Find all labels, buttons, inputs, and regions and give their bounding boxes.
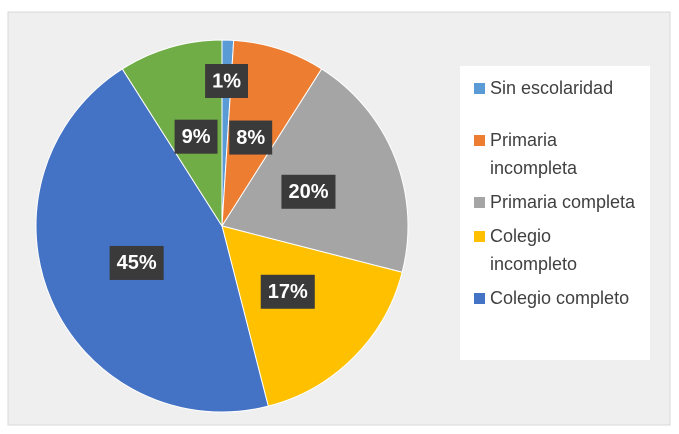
pie-slice — [121, 39, 223, 228]
data-label-box — [229, 120, 273, 155]
data-label-box — [205, 63, 249, 98]
legend-label: Colegio completo — [490, 288, 630, 308]
legend-label: Sin escolaridad — [490, 78, 614, 98]
legend-swatch — [474, 197, 485, 208]
data-label: 20% — [288, 181, 328, 203]
legend-entry: Primaria completa — [460, 188, 640, 216]
legend: Sin escolaridad Primaria incompleta Primar… — [460, 66, 650, 360]
pie-slice — [221, 225, 403, 407]
legend-entry: Colegio completo — [460, 284, 640, 312]
data-label: 8% — [236, 127, 265, 149]
legend-swatch — [474, 83, 485, 94]
pie-slice — [35, 68, 269, 413]
legend-entry: Colegio incompleto — [460, 222, 640, 278]
data-label-box — [174, 119, 218, 154]
data-label: 9% — [182, 126, 211, 148]
legend-label: Colegio incompleto — [490, 226, 578, 274]
legend-swatch — [474, 135, 485, 146]
legend-entry: Sin escolaridad — [460, 74, 640, 102]
data-label-box — [260, 274, 315, 309]
data-label: 17% — [268, 281, 308, 303]
pie-slice — [221, 68, 409, 273]
data-label: 45% — [117, 252, 157, 274]
legend-label: Primaria completa — [490, 192, 636, 212]
legend-label: Primaria incompleta — [490, 130, 578, 178]
data-label: 1% — [212, 70, 241, 92]
data-label-box — [281, 174, 336, 209]
legend-swatch — [474, 231, 485, 242]
legend-entry: Primaria incompleta — [460, 126, 640, 182]
data-label-box — [109, 245, 164, 280]
legend-swatch — [474, 293, 485, 304]
